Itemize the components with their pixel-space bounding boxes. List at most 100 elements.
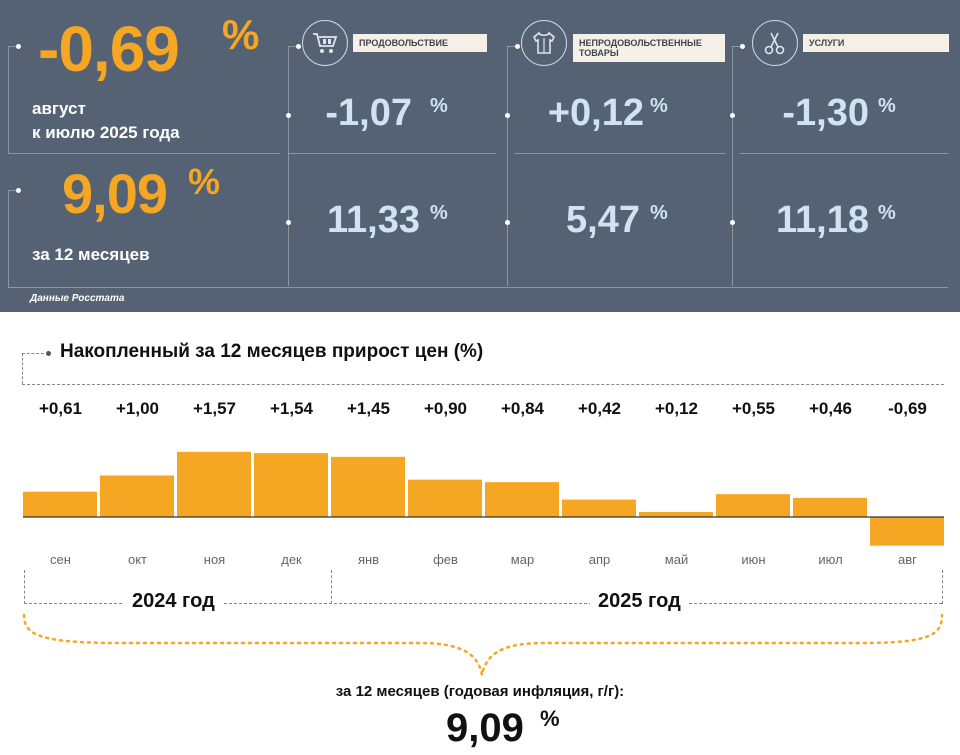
group-bound [331,570,332,604]
annual-caption: за 12 месяцев [32,245,150,264]
month-label-ноя: ноя [203,552,226,567]
divider [8,190,9,288]
group-bound [24,570,25,604]
divider [507,46,508,286]
monthly-unit: % [222,11,260,58]
month-label-фев: фев [433,552,458,567]
value-label-фев: +0,90 [423,399,467,418]
scissors-icon [752,20,798,66]
marker-dot [16,188,21,193]
month-label-окт: окт [127,552,148,567]
category-label-services: УСЛУГИ [803,34,949,52]
marker-dot [730,113,735,118]
divider [515,153,725,154]
services-annual-unit: % [878,202,896,224]
marker-dot [16,44,21,49]
divider [288,153,496,154]
value-label-май: +0,12 [654,399,698,418]
marker-dot [740,44,745,49]
marker-dot [515,44,520,49]
bar-мар [485,482,559,517]
month-label-май: май [664,552,689,567]
food-annual-value: 11,33 [327,199,420,241]
services-annual-value: 11,18 [776,199,869,241]
month-label-июн: июн [741,552,766,567]
title-leader [22,353,23,384]
category-label-nonfood-line2: ТОВАРЫ [579,48,619,58]
bar-дек [254,453,328,517]
month-label-дек: дек [281,552,302,567]
title-leader [22,353,44,354]
marker-dot [505,113,510,118]
divider [507,46,519,47]
divider [8,153,280,154]
value-label-авг: -0,69 [888,399,927,418]
group-axis [24,603,942,604]
shopping-cart-icon [302,20,348,66]
category-label-food: ПРОДОВОЛЬСТВИЕ [353,34,487,52]
bar-янв [331,456,405,517]
month-label-янв: янв [357,552,380,567]
value-label-дек: +1,54 [269,399,313,418]
nonfood-monthly-unit: % [650,95,668,117]
marker-dot [505,220,510,225]
divider [8,287,948,288]
nonfood-monthly-value: +0,12 [547,92,644,134]
bar-июл [793,497,867,517]
brace [22,613,944,676]
annual-inflation-unit: % [540,706,560,731]
title-marker-dot [46,351,51,356]
bar-chart [23,451,944,546]
bar-апр [562,499,636,517]
divider [732,46,733,286]
category-label-nonfood-line1: НЕПРОДОВОЛЬСТВЕННЫЕ [579,38,702,48]
bar-сен [23,491,97,517]
month-label-апр: апр [588,552,611,567]
group-bound [942,570,943,604]
month-label-мар: мар [510,552,535,567]
nonfood-annual-value: 5,47 [566,199,640,241]
value-label-сен: +0,61 [38,399,82,418]
value-label-мар: +0,84 [500,399,544,418]
services-monthly-value: -1,30 [782,92,869,134]
summary-panel: -0,69 % август к июлю 2025 года 9,09 % з… [0,0,960,312]
bar-окт [100,475,174,517]
nonfood-annual-unit: % [650,202,668,224]
value-label-апр: +0,42 [577,399,621,418]
bar-июн [716,494,790,517]
value-label-июл: +0,46 [808,399,852,418]
divider [288,46,300,47]
value-label-ноя: +1,57 [192,399,236,418]
annual-inflation-value: 9,09 [446,706,524,750]
month-label-июл: июл [818,552,843,567]
food-monthly-unit: % [430,95,448,117]
food-monthly-value: -1,07 [325,92,412,134]
monthly-caption-line2: к июлю 2025 года [32,123,180,142]
bar-май [639,512,713,517]
category-label-nonfood: НЕПРОДОВОЛЬСТВЕННЫЕ ТОВАРЫ [573,34,725,62]
chart-title: Накопленный за 12 месяцев прирост цен (%… [60,341,484,362]
year-label-2024: 2024 год [124,590,223,613]
divider [8,46,9,154]
year-label-2025: 2025 год [590,590,689,613]
divider [8,46,18,47]
value-label-янв: +1,45 [346,399,390,418]
source-note: Данные Росстата [30,293,125,304]
month-label-авг: авг [898,552,917,567]
marker-dot [730,220,735,225]
marker-dot [286,220,291,225]
value-label-окт: +1,00 [115,399,159,418]
divider [732,46,744,47]
title-underline [22,384,944,385]
monthly-value: -0,69 [38,13,180,85]
bar-фев [408,479,482,517]
bar-ноя [177,451,251,517]
divider [288,46,289,286]
month-label-сен: сен [50,552,71,567]
marker-dot [286,113,291,118]
annual-inflation-caption: за 12 месяцев (годовая инфляция, г/г): [335,683,625,700]
bar-авг [870,517,944,546]
monthly-caption-line1: август [32,99,86,118]
food-annual-unit: % [430,202,448,224]
annual-unit: % [188,161,221,202]
